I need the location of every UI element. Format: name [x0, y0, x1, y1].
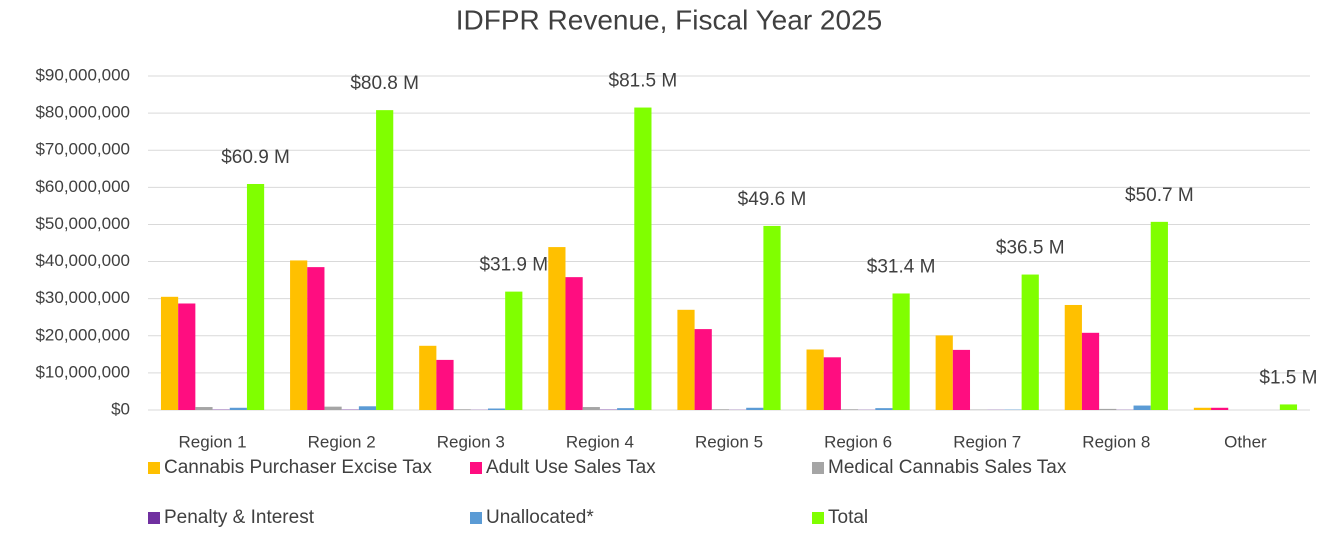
y-tick-label: $80,000,000 [35, 103, 130, 122]
legend-label: Penalty & Interest [164, 507, 315, 528]
bar [892, 293, 910, 410]
y-tick-label: $0 [111, 399, 130, 418]
bar [840, 409, 859, 410]
x-tick-label: Region 4 [566, 432, 634, 451]
data-label: $49.6 M [738, 189, 807, 210]
bar [307, 267, 325, 410]
bar [1193, 407, 1212, 410]
x-tick-label: Region 7 [953, 432, 1021, 451]
y-tick-label: $10,000,000 [35, 362, 130, 381]
bar [677, 309, 695, 410]
x-tick-label: Region 5 [695, 432, 763, 451]
data-label: $31.4 M [867, 256, 936, 277]
bar [823, 357, 841, 410]
bar [1081, 332, 1100, 410]
bar [1279, 404, 1298, 410]
bar [1064, 304, 1082, 410]
bar [617, 408, 635, 410]
bar [419, 345, 437, 410]
bar [290, 260, 308, 410]
legend-label: Unallocated* [486, 507, 594, 528]
legend-label: Adult Use Sales Tax [486, 457, 656, 478]
bar [160, 296, 179, 410]
y-tick-label: $90,000,000 [35, 65, 130, 84]
x-tick-label: Region 2 [308, 432, 376, 451]
y-tick-label: $60,000,000 [35, 177, 130, 196]
legend-swatch [812, 512, 824, 524]
legend-swatch [812, 462, 824, 474]
bar [548, 247, 566, 410]
legend-label: Total [828, 507, 868, 528]
bar [1133, 405, 1151, 410]
bar [711, 409, 729, 410]
bar [246, 183, 265, 410]
bar [505, 291, 523, 410]
bar [763, 225, 781, 410]
bar [324, 406, 342, 410]
y-tick-label: $70,000,000 [35, 140, 130, 159]
bar [806, 349, 824, 410]
bar [582, 407, 600, 410]
chart-title: IDFPR Revenue, Fiscal Year 2025 [456, 4, 882, 35]
bar [436, 359, 454, 410]
bar [229, 407, 247, 410]
bar [1099, 408, 1117, 410]
data-label: $80.8 M [350, 73, 419, 94]
bar [358, 406, 377, 410]
bar [1150, 221, 1168, 410]
x-tick-label: Region 3 [437, 432, 505, 451]
legend-swatch [148, 462, 160, 474]
bar [565, 277, 583, 410]
bar [1021, 274, 1039, 410]
legend-label: Cannabis Purchaser Excise Tax [164, 457, 432, 478]
bar [1211, 407, 1229, 410]
data-label: $1.5 M [1259, 367, 1317, 388]
bar [952, 349, 971, 410]
x-tick-label: Region 6 [824, 432, 892, 451]
y-tick-label: $20,000,000 [35, 325, 130, 344]
bar [376, 110, 394, 411]
bar [875, 408, 893, 410]
legend-swatch [470, 512, 482, 524]
bar [178, 303, 196, 410]
bar [694, 329, 712, 410]
bar [634, 107, 652, 411]
y-tick-label: $50,000,000 [35, 214, 130, 233]
bar [746, 407, 764, 410]
x-tick-label: Other [1224, 432, 1267, 451]
y-tick-label: $30,000,000 [35, 288, 130, 307]
data-label: $31.9 M [479, 255, 548, 276]
x-tick-label: Region 8 [1082, 432, 1150, 451]
bar [935, 335, 953, 410]
bar [453, 409, 471, 410]
y-tick-label: $40,000,000 [35, 251, 130, 270]
x-tick-label: Region 1 [179, 432, 247, 451]
data-label: $50.7 M [1125, 185, 1194, 206]
data-label: $36.5 M [996, 238, 1065, 259]
bar [195, 407, 213, 410]
legend-label: Medical Cannabis Sales Tax [828, 457, 1067, 478]
data-label: $81.5 M [609, 71, 678, 92]
legend-swatch [470, 462, 482, 474]
data-label: $60.9 M [221, 147, 290, 168]
legend-swatch [148, 512, 160, 524]
bar [487, 408, 506, 410]
